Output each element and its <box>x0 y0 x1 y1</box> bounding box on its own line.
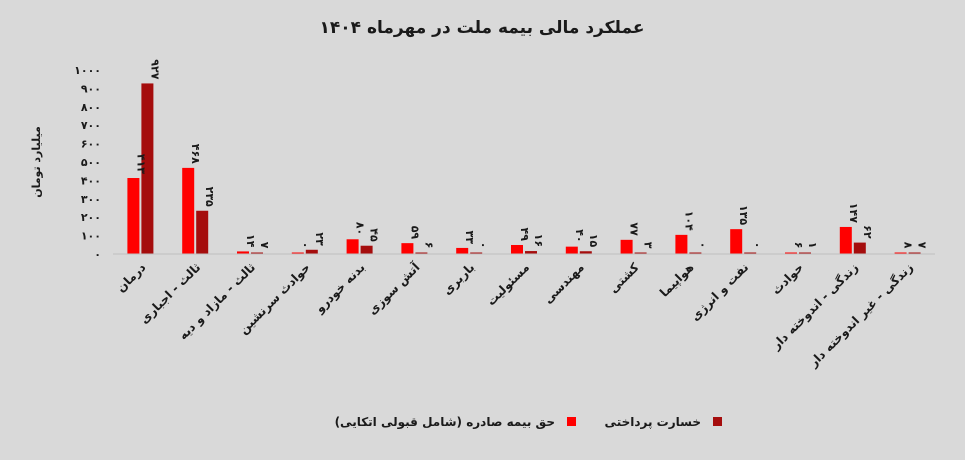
y-tick-label: ۳۰۰ <box>81 193 101 206</box>
y-tick-label: ۸۰۰ <box>81 101 101 114</box>
y-tick-label: ۵۰۰ <box>81 156 101 169</box>
x-tick-label: بدنه خودرو <box>312 260 369 317</box>
bar-series-2 <box>908 252 921 254</box>
data-label: ۴۵ <box>368 228 381 242</box>
bar-series-1 <box>675 234 688 254</box>
bar-series-2 <box>470 252 483 254</box>
bar-series-1 <box>456 247 469 254</box>
bar-series-2 <box>305 249 318 254</box>
data-label: ۶۲ <box>861 225 874 239</box>
data-label: ۰ <box>751 242 764 249</box>
x-tick-label: درمان <box>114 260 149 295</box>
data-label: ۸۰ <box>354 222 367 235</box>
legend-swatch <box>567 417 576 426</box>
y-tick-label: ۲۰۰ <box>81 211 101 224</box>
data-label: ۰ <box>477 242 490 249</box>
data-label: ۴۰ <box>573 229 586 242</box>
data-label: ۱۰۴ <box>682 211 695 231</box>
y-tick-label: ۱۰۰ <box>81 230 101 243</box>
bar-series-1 <box>839 226 852 254</box>
bar-series-2 <box>689 252 702 254</box>
bar-series-2 <box>634 252 647 254</box>
data-label: ۷۷ <box>628 222 641 236</box>
data-label: ۰ <box>299 242 312 249</box>
data-label: ۰ <box>696 242 709 249</box>
bar-series-2 <box>579 251 592 254</box>
bar-series-1 <box>182 167 195 254</box>
chart-title: عملکرد مالی بیمه ملت در مهرماه ۱۴۰۴ <box>320 18 645 38</box>
data-label: ۲۳ <box>313 232 326 246</box>
data-label: ۶ <box>422 242 435 249</box>
bar-series-2 <box>251 252 263 254</box>
bar-series-2 <box>799 252 811 254</box>
bar-series-1 <box>127 178 140 254</box>
bar-series-2 <box>415 252 428 254</box>
x-tick-label: آتش سوزی <box>365 259 424 318</box>
x-tick-label: باربری <box>440 260 477 297</box>
data-label: ۹۲۷ <box>148 59 161 79</box>
data-label: ۷ <box>258 242 271 249</box>
bar-series-1 <box>291 252 304 254</box>
bar-series-2 <box>744 252 757 254</box>
bar-series-2 <box>360 245 373 254</box>
y-tick-label: ۴۰۰ <box>81 174 101 187</box>
legend-label: خسارت پرداختی <box>605 415 701 429</box>
data-label: ۱۳۵ <box>737 205 750 225</box>
x-tick-label: هواپیما <box>657 260 697 300</box>
data-label: ۵۹ <box>408 226 421 240</box>
bars <box>127 83 921 254</box>
bar-series-1 <box>565 246 578 254</box>
y-axis-label: میلیارد تومان <box>30 126 43 198</box>
legend: حق بیمه صادره (شامل قبولی اتکایی) خسارت پ… <box>335 415 722 430</box>
data-label: ۱۵ <box>587 234 600 248</box>
data-label: ۴۹ <box>518 228 531 242</box>
data-label: ۱۴ <box>244 234 257 248</box>
bar-series-2 <box>853 242 866 254</box>
x-tick-label: کشتی <box>606 260 642 296</box>
bar-series-1 <box>785 252 797 254</box>
data-label: ۱۶ <box>532 234 545 247</box>
data-label: ۴۱۳ <box>134 154 147 174</box>
bar-series-1 <box>401 243 414 254</box>
y-tick-label: ۶۰۰ <box>81 138 101 151</box>
data-label: ۶ <box>792 242 805 249</box>
data-label: ۳ <box>642 242 655 249</box>
y-tick-label: ۱۰۰۰ <box>74 64 101 77</box>
bar-series-1 <box>511 244 523 254</box>
data-label: ۱ <box>806 242 819 249</box>
legend-label: حق بیمه صادره (شامل قبولی اتکایی) <box>335 415 555 430</box>
bar-series-1 <box>730 229 743 254</box>
data-label: ۳۳ <box>463 230 476 244</box>
bar-series-2 <box>196 210 209 254</box>
y-tick-label: ۷۰۰ <box>81 119 101 132</box>
data-label: ۴۶۸ <box>189 144 202 164</box>
x-tick-label: نفت و انرژی <box>688 260 752 324</box>
bar-series-2 <box>525 251 537 254</box>
y-axis-ticks: ۰ ۱۰۰ ۲۰۰ ۳۰۰ ۴۰۰ ۵۰۰ ۶۰۰ ۷۰۰ ۸۰۰ ۹۰۰ ۱۰۰۰ <box>74 64 101 261</box>
data-label: ۷ <box>916 242 929 249</box>
bar-series-1 <box>237 251 249 254</box>
bar-series-1 <box>346 239 359 254</box>
x-tick-label: مهندسی <box>541 260 587 306</box>
data-label: ۸ <box>902 242 915 249</box>
y-tick-label: ۹۰۰ <box>81 82 101 95</box>
data-label: ۲۳۵ <box>203 187 216 207</box>
bar-series-1 <box>620 239 633 254</box>
legend-swatch <box>713 417 722 426</box>
x-tick-label: مسئولیت <box>484 260 533 309</box>
y-tick-label: ۰ <box>94 248 101 261</box>
x-tick-label: زندگی - غیر اندوخته دار <box>806 260 917 371</box>
bar-series-1 <box>894 252 907 254</box>
x-tick-label: حوادث <box>769 260 807 298</box>
data-label: ۱۴۷ <box>847 203 860 223</box>
bar-series-2 <box>141 83 154 254</box>
